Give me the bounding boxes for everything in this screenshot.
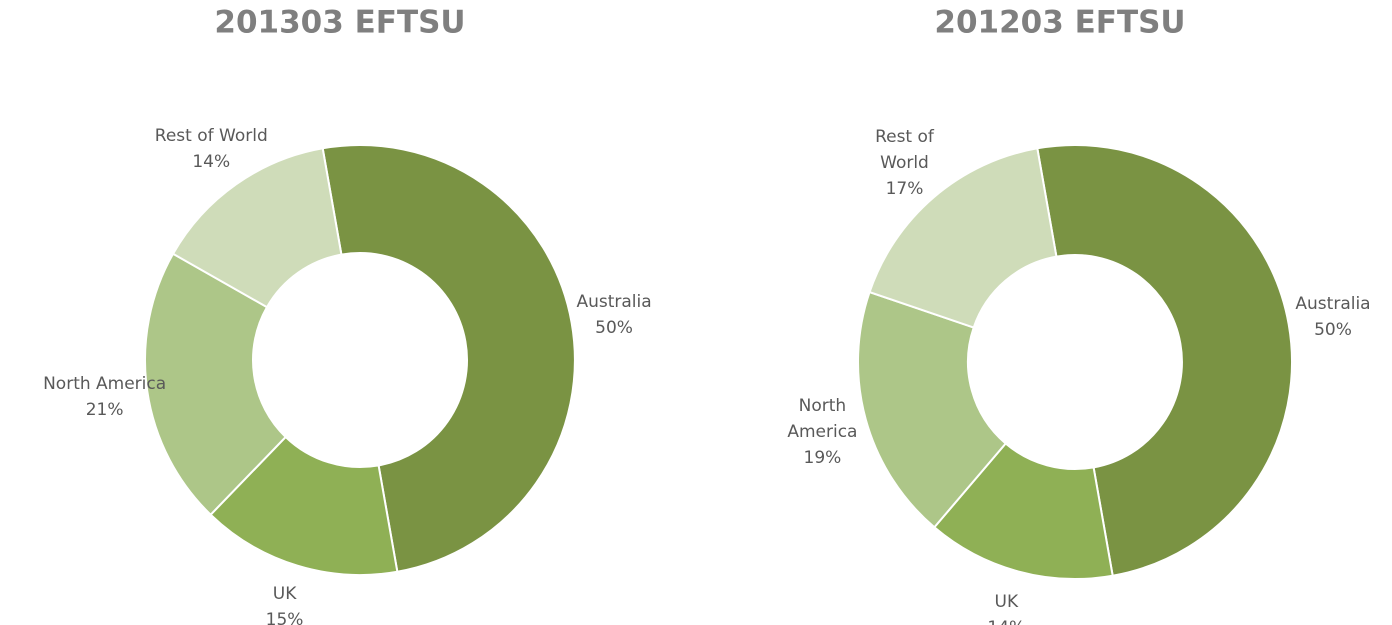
value-label: 17% xyxy=(885,179,924,200)
data-label: Rest of World 14% xyxy=(155,123,268,175)
data-label: North America 21% xyxy=(43,371,166,423)
category-label: Rest of World xyxy=(154,126,268,147)
data-label: UK 15% xyxy=(266,581,304,625)
data-label: Australia 50% xyxy=(1293,291,1373,343)
donut-slice xyxy=(868,147,1058,329)
value-label: 14% xyxy=(192,152,231,173)
donut-slice xyxy=(932,442,1114,580)
category-label: Rest of World xyxy=(875,127,934,174)
donut-slice xyxy=(857,290,1008,529)
category-label: North America xyxy=(43,373,167,394)
donut-slice xyxy=(1036,144,1293,577)
donut-slice xyxy=(209,435,399,576)
data-label: Rest of World 17% xyxy=(864,124,944,202)
category-label: Australia xyxy=(576,292,652,313)
value-label: 15% xyxy=(265,609,304,625)
chart-title: 201203 EFTSU xyxy=(934,5,1185,41)
donut-slice xyxy=(144,252,288,517)
value-label: 21% xyxy=(85,399,124,420)
value-label: 50% xyxy=(1314,319,1352,340)
value-label: 19% xyxy=(803,447,842,468)
value-label: 50% xyxy=(595,318,633,339)
donut-slice xyxy=(171,147,343,309)
category-label: UK xyxy=(272,583,297,604)
data-label: UK 14% xyxy=(966,589,1046,625)
chart-title: 201303 EFTSU xyxy=(214,5,465,41)
category-label: UK xyxy=(994,591,1019,612)
donut-slice xyxy=(321,144,576,573)
data-label: North America 19% xyxy=(782,393,862,471)
category-label: North America xyxy=(787,395,858,442)
value-label: 14% xyxy=(966,615,1046,625)
category-label: Australia xyxy=(1295,293,1371,314)
data-label: Australia 50% xyxy=(576,289,651,341)
